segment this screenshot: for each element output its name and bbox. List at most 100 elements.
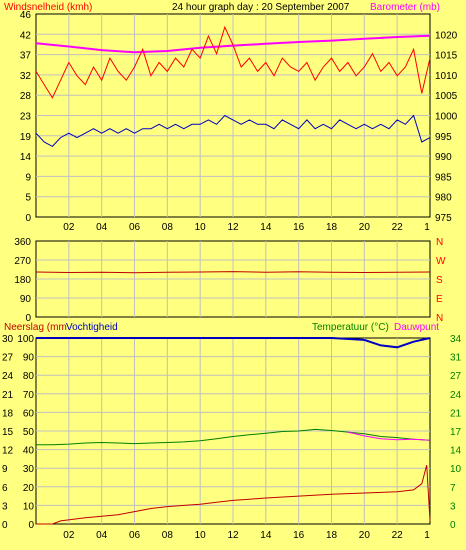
humidity-tick-label: 40 [23, 446, 35, 457]
direction-tick-label: 0 [25, 313, 31, 324]
humidity-axis-label: Vochtigheid [66, 322, 118, 333]
wind-speed-tick-label: 32 [20, 71, 32, 82]
wind-speed-tick-label: 9 [25, 172, 31, 183]
temperature-tick-label: 7 [450, 483, 456, 494]
barometer-ticks: 1020 1015 1010 1005 1000 995 990 985 980 975 [435, 30, 458, 224]
top-hour-ticks: 02 04 06 08 10 12 14 16 18 20 22 1 [63, 222, 430, 233]
barometer-axis-label: Barometer (mb) [370, 2, 440, 13]
wind-gust-line [35, 114, 431, 148]
wind-speed-tick-label: 0 [25, 213, 31, 224]
rain-tick-label: 3 [2, 501, 8, 512]
hour-tick-label: 22 [392, 222, 404, 233]
barometer-tick-label: 985 [435, 172, 452, 183]
wind-speed-tick-label: 14 [20, 152, 32, 163]
humidity-tick-label: 0 [28, 520, 34, 531]
wind-speed-tick-label: 28 [20, 91, 32, 102]
hour-tick-label: 02 [63, 222, 75, 233]
rain-tick-label: 15 [2, 427, 14, 438]
barometer-tick-label: 990 [435, 152, 452, 163]
humidity-tick-label: 10 [23, 501, 35, 512]
humidity-tick-label: 50 [23, 427, 35, 438]
temperature-tick-label: 31 [450, 353, 462, 364]
hour-tick-label: 04 [96, 222, 108, 233]
compass-label: W [436, 256, 446, 267]
compass-label: S [436, 275, 443, 286]
temperature-tick-label: 27 [450, 371, 462, 382]
rain-tick-label: 30 [2, 334, 14, 345]
hour-tick-label: 04 [96, 530, 108, 541]
temperature-tick-label: 17 [450, 427, 462, 438]
dewpoint-line [347, 431, 431, 441]
wind-speed-tick-label: 5 [25, 193, 31, 204]
hour-tick-label: 06 [129, 530, 141, 541]
humidity-tick-label: 30 [23, 464, 35, 475]
rain-tick-label: 27 [2, 353, 14, 364]
chart-title: 24 hour graph day : 20 September 2007 [172, 2, 350, 13]
rain-tick-label: 6 [2, 483, 8, 494]
top-panel: Windsnelheid (kmh) 24 hour graph day : 2… [4, 2, 458, 233]
compass-label: N [436, 313, 443, 324]
barometer-tick-label: 1010 [435, 71, 458, 82]
temperature-line [36, 428, 431, 446]
hour-tick-label: 18 [326, 222, 338, 233]
rain-axis-label: Neerslag (mm [4, 322, 67, 333]
hour-tick-label: 10 [195, 222, 207, 233]
barometer-tick-label: 975 [435, 213, 452, 224]
barometer-tick-label: 1015 [435, 51, 458, 62]
bottom-grid [36, 338, 430, 524]
hour-tick-label: 1 [424, 222, 430, 233]
wind-speed-tick-label: 46 [20, 10, 32, 21]
rain-tick-label: 18 [2, 408, 14, 419]
temperature-tick-label: 34 [450, 334, 462, 345]
barometer-tick-label: 995 [435, 132, 452, 143]
bottom-hour-ticks: 02 04 06 08 10 12 14 16 18 20 22 1 [63, 530, 430, 541]
temperature-axis-label: Temperatuur (°C) [312, 322, 389, 333]
direction-grid [36, 241, 430, 317]
temperature-tick-label: 10 [450, 464, 462, 475]
direction-tick-label: 180 [14, 275, 31, 286]
hour-tick-label: 16 [293, 530, 305, 541]
hour-tick-label: 1 [424, 530, 430, 541]
rain-tick-label: 12 [2, 446, 14, 457]
humidity-tick-label: 90 [23, 353, 35, 364]
wind-speed-tick-label: 42 [20, 30, 32, 41]
hour-tick-label: 18 [326, 530, 338, 541]
rain-tick-label: 9 [2, 464, 8, 475]
temperature-tick-label: 21 [450, 408, 462, 419]
barometer-tick-label: 980 [435, 193, 452, 204]
wind-speed-ticks: 46 42 37 32 28 23 19 14 9 5 0 [20, 10, 32, 224]
hour-tick-label: 06 [129, 222, 141, 233]
temperature-tick-label: 24 [450, 390, 462, 401]
direction-tick-label: 90 [20, 294, 32, 305]
bottom-panel: Neerslag (mm Vochtigheid Temperatuur (°C… [2, 322, 462, 541]
humidity-tick-label: 60 [23, 408, 35, 419]
top-grid [36, 14, 430, 217]
rain-tick-label: 0 [2, 520, 8, 531]
hour-tick-label: 20 [359, 222, 371, 233]
direction-tick-label: 270 [14, 256, 31, 267]
barometer-tick-label: 1005 [435, 91, 458, 102]
compass-label: N [436, 237, 443, 248]
hour-tick-label: 22 [392, 530, 404, 541]
wind-speed-line [35, 25, 431, 99]
temperature-tick-label: 3 [450, 501, 456, 512]
rain-tick-label: 24 [2, 371, 14, 382]
hour-tick-label: 14 [260, 222, 272, 233]
temperature-tick-label: 0 [450, 520, 456, 531]
hour-tick-label: 12 [227, 222, 239, 233]
barometer-tick-label: 1020 [435, 30, 458, 41]
rain-tick-label: 21 [2, 390, 14, 401]
hour-tick-label: 12 [227, 530, 239, 541]
humidity-tick-label: 20 [23, 483, 35, 494]
humidity-tick-label: 70 [23, 390, 35, 401]
humidity-line [36, 337, 431, 349]
wind-speed-tick-label: 23 [20, 112, 32, 123]
wind-direction-line [35, 271, 431, 274]
compass-label: E [436, 294, 443, 305]
hour-tick-label: 10 [195, 530, 207, 541]
dewpoint-axis-label: Dauwpunt [394, 322, 439, 333]
